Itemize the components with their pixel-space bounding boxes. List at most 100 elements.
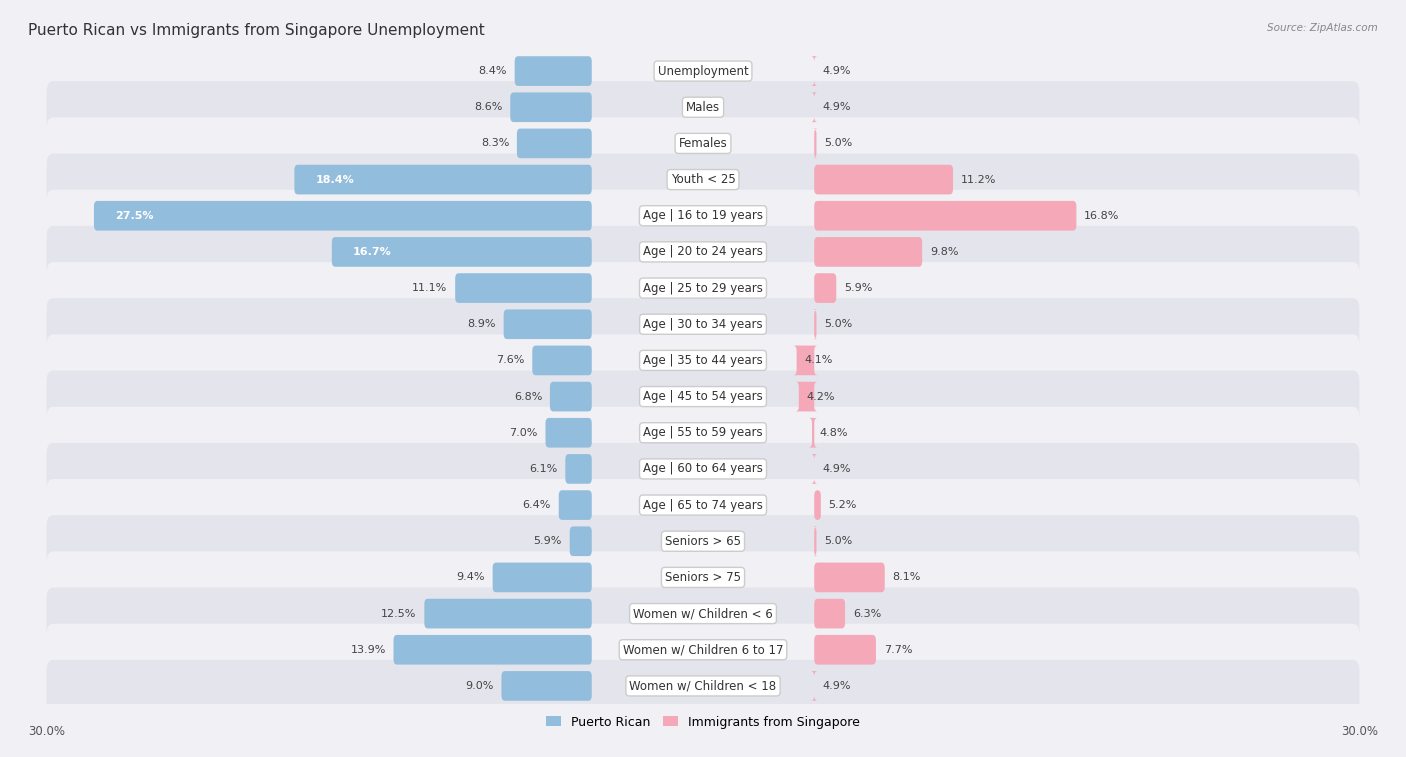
Text: 4.9%: 4.9%	[823, 102, 851, 112]
Text: 7.7%: 7.7%	[883, 645, 912, 655]
Text: 11.2%: 11.2%	[960, 175, 995, 185]
Text: 16.7%: 16.7%	[353, 247, 391, 257]
FancyBboxPatch shape	[503, 310, 592, 339]
FancyBboxPatch shape	[46, 81, 1360, 133]
FancyBboxPatch shape	[46, 587, 1360, 640]
Text: 9.4%: 9.4%	[457, 572, 485, 582]
FancyBboxPatch shape	[492, 562, 592, 592]
FancyBboxPatch shape	[814, 201, 1077, 231]
Text: 5.9%: 5.9%	[844, 283, 872, 293]
Text: Age | 60 to 64 years: Age | 60 to 64 years	[643, 463, 763, 475]
Text: 6.8%: 6.8%	[513, 391, 543, 401]
Text: Females: Females	[679, 137, 727, 150]
Text: 5.0%: 5.0%	[824, 139, 852, 148]
Text: 13.9%: 13.9%	[350, 645, 385, 655]
FancyBboxPatch shape	[558, 491, 592, 520]
Text: 4.2%: 4.2%	[807, 391, 835, 401]
Text: 30.0%: 30.0%	[28, 725, 65, 738]
FancyBboxPatch shape	[813, 129, 817, 158]
FancyBboxPatch shape	[46, 45, 1360, 97]
Text: 7.6%: 7.6%	[496, 356, 524, 366]
Text: Youth < 25: Youth < 25	[671, 173, 735, 186]
Text: 11.1%: 11.1%	[412, 283, 447, 293]
FancyBboxPatch shape	[46, 298, 1360, 350]
Text: 7.0%: 7.0%	[509, 428, 537, 438]
Text: Seniors > 65: Seniors > 65	[665, 534, 741, 548]
FancyBboxPatch shape	[811, 92, 817, 122]
FancyBboxPatch shape	[46, 479, 1360, 531]
FancyBboxPatch shape	[814, 273, 837, 303]
FancyBboxPatch shape	[46, 226, 1360, 278]
Text: Age | 35 to 44 years: Age | 35 to 44 years	[643, 354, 763, 367]
Text: 6.1%: 6.1%	[530, 464, 558, 474]
Text: 5.0%: 5.0%	[824, 536, 852, 547]
Text: 6.4%: 6.4%	[523, 500, 551, 510]
FancyBboxPatch shape	[94, 201, 592, 231]
Text: Women w/ Children < 18: Women w/ Children < 18	[630, 680, 776, 693]
FancyBboxPatch shape	[46, 407, 1360, 459]
FancyBboxPatch shape	[814, 635, 876, 665]
Text: Women w/ Children 6 to 17: Women w/ Children 6 to 17	[623, 643, 783, 656]
FancyBboxPatch shape	[793, 346, 817, 375]
Text: 5.0%: 5.0%	[824, 319, 852, 329]
FancyBboxPatch shape	[46, 262, 1360, 314]
FancyBboxPatch shape	[814, 599, 845, 628]
FancyBboxPatch shape	[46, 624, 1360, 676]
Text: 8.9%: 8.9%	[467, 319, 496, 329]
Text: Puerto Rican vs Immigrants from Singapore Unemployment: Puerto Rican vs Immigrants from Singapor…	[28, 23, 485, 38]
Text: 4.1%: 4.1%	[804, 356, 832, 366]
Text: Age | 20 to 24 years: Age | 20 to 24 years	[643, 245, 763, 258]
FancyBboxPatch shape	[46, 370, 1360, 422]
FancyBboxPatch shape	[796, 382, 817, 411]
FancyBboxPatch shape	[46, 551, 1360, 603]
Text: 8.3%: 8.3%	[481, 139, 509, 148]
FancyBboxPatch shape	[46, 190, 1360, 241]
Text: 5.9%: 5.9%	[534, 536, 562, 547]
FancyBboxPatch shape	[550, 382, 592, 411]
Text: 8.6%: 8.6%	[474, 102, 502, 112]
Text: Age | 30 to 34 years: Age | 30 to 34 years	[643, 318, 763, 331]
Text: Age | 65 to 74 years: Age | 65 to 74 years	[643, 499, 763, 512]
Text: Males: Males	[686, 101, 720, 114]
FancyBboxPatch shape	[46, 516, 1360, 567]
FancyBboxPatch shape	[456, 273, 592, 303]
Text: Age | 25 to 29 years: Age | 25 to 29 years	[643, 282, 763, 294]
Text: Seniors > 75: Seniors > 75	[665, 571, 741, 584]
FancyBboxPatch shape	[502, 671, 592, 701]
FancyBboxPatch shape	[569, 526, 592, 556]
Text: 30.0%: 30.0%	[1341, 725, 1378, 738]
FancyBboxPatch shape	[546, 418, 592, 447]
Text: Women w/ Children < 6: Women w/ Children < 6	[633, 607, 773, 620]
Text: Source: ZipAtlas.com: Source: ZipAtlas.com	[1267, 23, 1378, 33]
Text: Age | 16 to 19 years: Age | 16 to 19 years	[643, 209, 763, 223]
Text: 6.3%: 6.3%	[853, 609, 882, 618]
FancyBboxPatch shape	[811, 454, 817, 484]
Text: 4.9%: 4.9%	[823, 464, 851, 474]
Text: 9.8%: 9.8%	[929, 247, 959, 257]
FancyBboxPatch shape	[811, 56, 817, 86]
FancyBboxPatch shape	[814, 491, 821, 520]
FancyBboxPatch shape	[394, 635, 592, 665]
Text: 5.2%: 5.2%	[828, 500, 856, 510]
Text: 27.5%: 27.5%	[115, 210, 153, 221]
FancyBboxPatch shape	[46, 335, 1360, 387]
Legend: Puerto Rican, Immigrants from Singapore: Puerto Rican, Immigrants from Singapore	[541, 711, 865, 734]
Text: 12.5%: 12.5%	[381, 609, 416, 618]
FancyBboxPatch shape	[515, 56, 592, 86]
Text: Unemployment: Unemployment	[658, 64, 748, 77]
FancyBboxPatch shape	[813, 310, 817, 339]
Text: 16.8%: 16.8%	[1084, 210, 1119, 221]
Text: 4.9%: 4.9%	[823, 681, 851, 691]
FancyBboxPatch shape	[811, 671, 817, 701]
FancyBboxPatch shape	[814, 237, 922, 266]
Text: Age | 55 to 59 years: Age | 55 to 59 years	[643, 426, 763, 439]
FancyBboxPatch shape	[294, 165, 592, 195]
Text: 9.0%: 9.0%	[465, 681, 494, 691]
FancyBboxPatch shape	[332, 237, 592, 266]
FancyBboxPatch shape	[46, 660, 1360, 712]
FancyBboxPatch shape	[533, 346, 592, 375]
Text: 4.8%: 4.8%	[820, 428, 848, 438]
FancyBboxPatch shape	[517, 129, 592, 158]
FancyBboxPatch shape	[425, 599, 592, 628]
FancyBboxPatch shape	[814, 165, 953, 195]
